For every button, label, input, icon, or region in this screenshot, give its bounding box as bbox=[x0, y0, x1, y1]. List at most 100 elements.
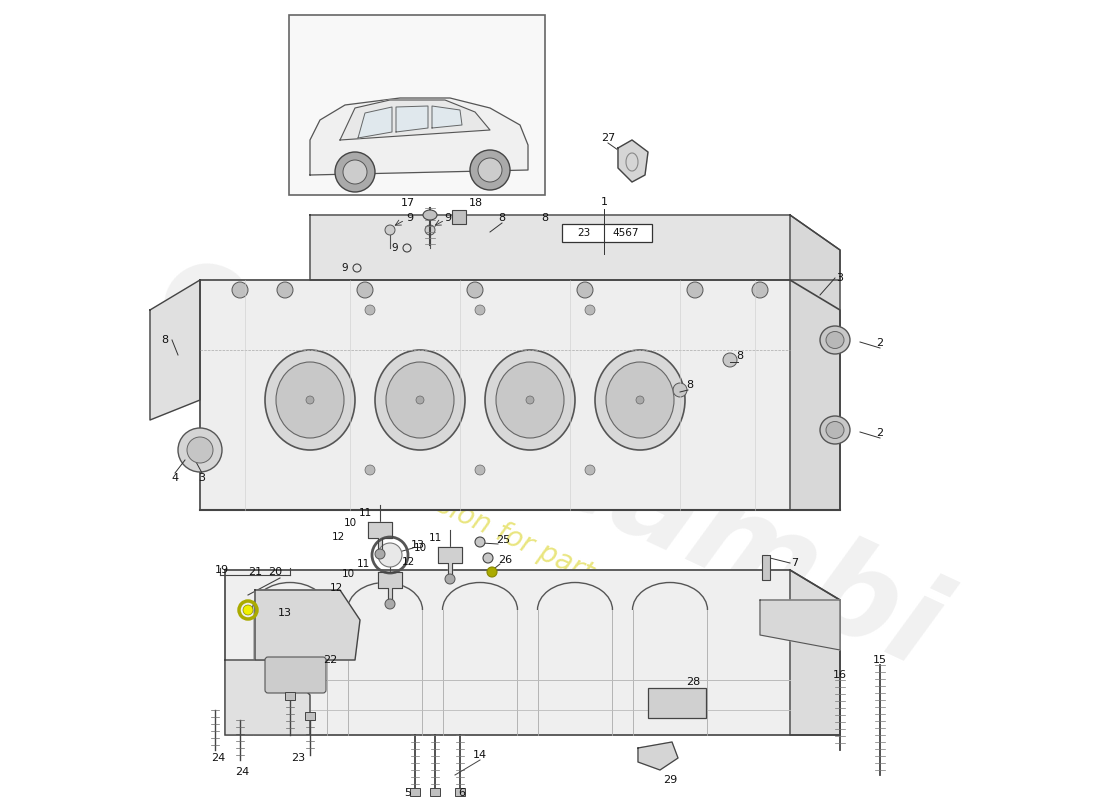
Bar bbox=[452, 210, 466, 224]
Text: 25: 25 bbox=[496, 535, 510, 545]
Text: 13: 13 bbox=[411, 540, 425, 550]
Circle shape bbox=[375, 549, 385, 559]
Text: 13: 13 bbox=[278, 608, 292, 618]
Circle shape bbox=[385, 599, 395, 609]
Text: a passion for parts since 1985: a passion for parts since 1985 bbox=[364, 458, 756, 662]
Polygon shape bbox=[396, 106, 428, 132]
Ellipse shape bbox=[606, 362, 674, 438]
Circle shape bbox=[178, 428, 222, 472]
Bar bbox=[455, 788, 465, 796]
Text: 27: 27 bbox=[601, 133, 615, 143]
Polygon shape bbox=[340, 100, 490, 140]
Polygon shape bbox=[618, 140, 648, 182]
Text: 9: 9 bbox=[392, 243, 398, 253]
Polygon shape bbox=[310, 98, 528, 175]
Text: 6: 6 bbox=[459, 788, 465, 798]
Text: 8: 8 bbox=[498, 213, 506, 223]
Text: 10: 10 bbox=[414, 543, 427, 553]
Text: 23: 23 bbox=[578, 228, 591, 238]
Circle shape bbox=[752, 282, 768, 298]
Text: 16: 16 bbox=[833, 670, 847, 680]
Ellipse shape bbox=[386, 362, 454, 438]
Text: 11: 11 bbox=[428, 533, 441, 543]
Ellipse shape bbox=[826, 331, 844, 349]
Polygon shape bbox=[310, 215, 840, 280]
Circle shape bbox=[378, 543, 402, 567]
Bar bbox=[285, 692, 295, 700]
Text: 11: 11 bbox=[356, 559, 370, 569]
Text: 5: 5 bbox=[405, 788, 411, 798]
Text: 1: 1 bbox=[601, 197, 607, 207]
Polygon shape bbox=[150, 280, 200, 420]
Text: 20: 20 bbox=[268, 567, 282, 577]
Text: 10: 10 bbox=[343, 518, 356, 528]
Text: 15: 15 bbox=[873, 655, 887, 665]
Text: 2: 2 bbox=[877, 338, 883, 348]
Text: 11: 11 bbox=[359, 508, 372, 518]
Text: 8: 8 bbox=[162, 335, 168, 345]
Text: 9: 9 bbox=[444, 213, 452, 223]
Polygon shape bbox=[255, 590, 360, 660]
Polygon shape bbox=[760, 600, 840, 650]
Circle shape bbox=[475, 305, 485, 315]
Text: 4567: 4567 bbox=[613, 228, 639, 238]
Circle shape bbox=[187, 437, 213, 463]
Circle shape bbox=[478, 158, 502, 182]
Polygon shape bbox=[368, 522, 392, 550]
Ellipse shape bbox=[265, 350, 355, 450]
Text: 4: 4 bbox=[172, 473, 178, 483]
Circle shape bbox=[475, 465, 485, 475]
Text: 12: 12 bbox=[329, 583, 342, 593]
Text: 2: 2 bbox=[877, 428, 883, 438]
Text: 10: 10 bbox=[341, 569, 354, 579]
Circle shape bbox=[636, 396, 644, 404]
Polygon shape bbox=[226, 660, 310, 735]
Bar bbox=[648, 688, 706, 718]
Text: 29: 29 bbox=[663, 775, 678, 785]
Ellipse shape bbox=[820, 326, 850, 354]
Circle shape bbox=[425, 225, 435, 235]
Text: 3: 3 bbox=[836, 273, 844, 283]
Circle shape bbox=[526, 396, 534, 404]
Circle shape bbox=[487, 567, 497, 577]
Circle shape bbox=[475, 537, 485, 547]
Text: 14: 14 bbox=[473, 750, 487, 760]
Bar bbox=[305, 712, 315, 720]
Bar bbox=[410, 788, 420, 796]
Circle shape bbox=[673, 383, 688, 397]
Text: 28: 28 bbox=[686, 677, 700, 687]
Bar bbox=[762, 555, 770, 580]
Text: euroricambi: euroricambi bbox=[141, 226, 959, 694]
Ellipse shape bbox=[595, 350, 685, 450]
Circle shape bbox=[336, 152, 375, 192]
Text: 24: 24 bbox=[211, 753, 226, 763]
Polygon shape bbox=[200, 280, 840, 510]
Circle shape bbox=[585, 465, 595, 475]
Circle shape bbox=[723, 353, 737, 367]
Text: 19: 19 bbox=[214, 565, 229, 575]
Text: 8: 8 bbox=[541, 213, 549, 223]
Ellipse shape bbox=[826, 422, 844, 438]
Text: 3: 3 bbox=[198, 473, 206, 483]
Circle shape bbox=[446, 574, 455, 584]
Polygon shape bbox=[432, 106, 462, 128]
Circle shape bbox=[416, 396, 424, 404]
Polygon shape bbox=[790, 570, 840, 735]
FancyBboxPatch shape bbox=[265, 657, 326, 693]
Ellipse shape bbox=[496, 362, 564, 438]
Circle shape bbox=[468, 282, 483, 298]
Circle shape bbox=[232, 282, 248, 298]
Text: 7: 7 bbox=[791, 558, 799, 568]
Ellipse shape bbox=[424, 210, 437, 220]
Circle shape bbox=[343, 160, 367, 184]
Circle shape bbox=[358, 282, 373, 298]
Text: 8: 8 bbox=[736, 351, 744, 361]
Circle shape bbox=[578, 282, 593, 298]
Circle shape bbox=[385, 225, 395, 235]
Text: 24: 24 bbox=[235, 767, 249, 777]
Circle shape bbox=[470, 150, 510, 190]
Ellipse shape bbox=[276, 362, 344, 438]
Text: 26: 26 bbox=[498, 555, 513, 565]
Text: 12: 12 bbox=[331, 532, 344, 542]
Text: 8: 8 bbox=[686, 380, 694, 390]
